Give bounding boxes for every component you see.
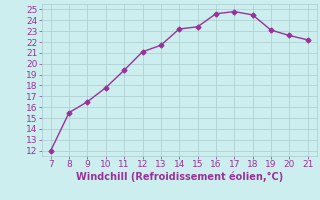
X-axis label: Windchill (Refroidissement éolien,°C): Windchill (Refroidissement éolien,°C) — [76, 172, 283, 182]
